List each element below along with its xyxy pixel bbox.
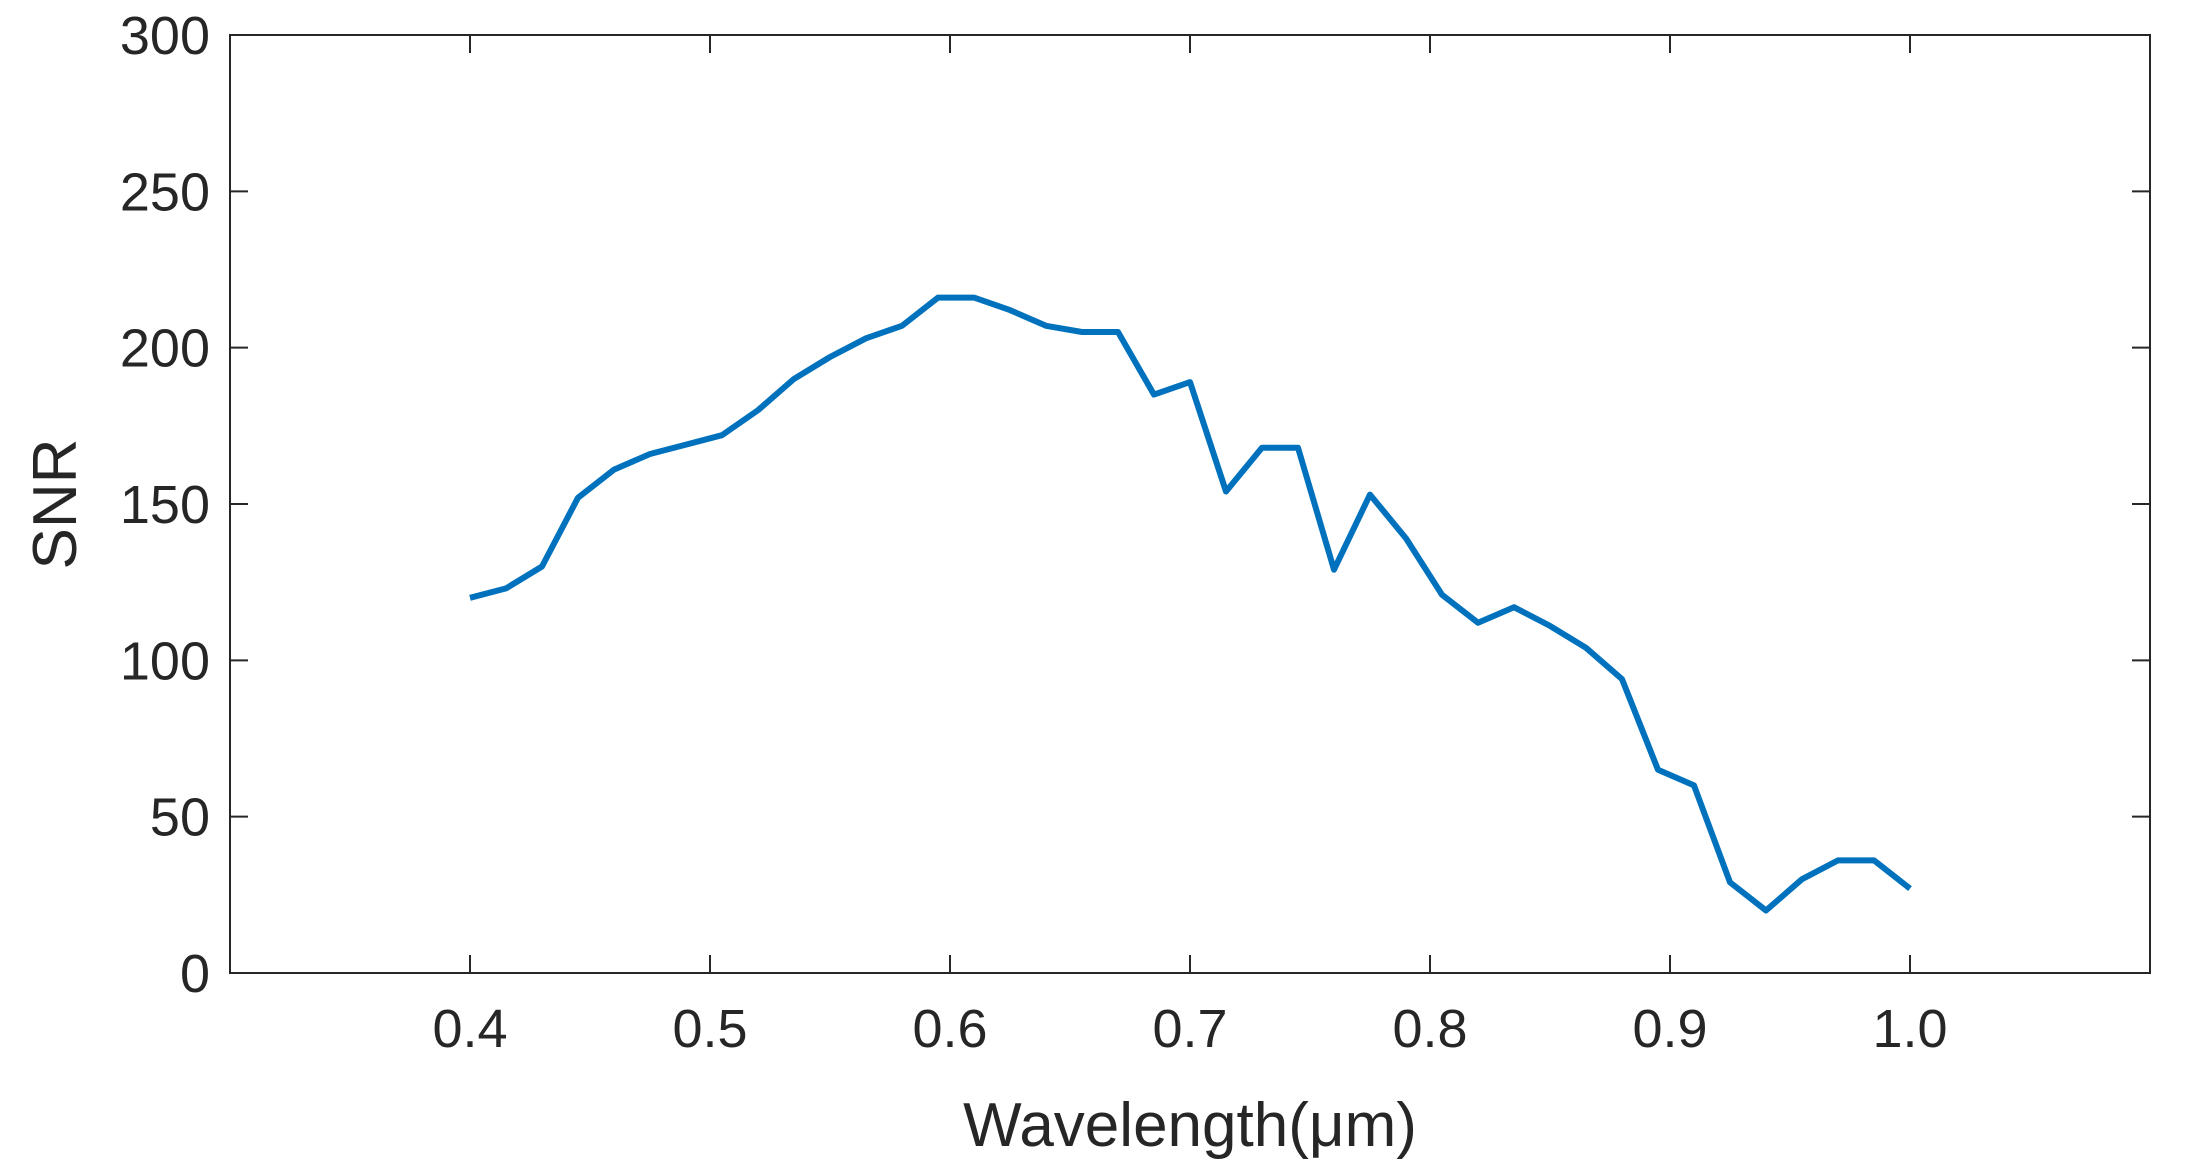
y-tick-label: 200 [120, 319, 210, 379]
y-tick-label: 0 [180, 944, 210, 1004]
y-tick-label: 300 [120, 6, 210, 66]
x-tick-label: 0.6 [912, 999, 987, 1059]
x-tick-label: 1.0 [1872, 999, 1947, 1059]
y-tick-label: 250 [120, 162, 210, 222]
series-group [469, 294, 1912, 914]
x-tick-label: 0.4 [432, 999, 507, 1059]
y-tick-label: 100 [120, 631, 210, 691]
plot-area-frame [229, 34, 2151, 974]
y-axis-ticks: 0 50 100 150 200 250 300 [120, 6, 2150, 1004]
x-tick-label: 0.8 [1392, 999, 1467, 1059]
y-tick-label: 50 [150, 788, 210, 848]
x-axis-ticks: 0.4 0.5 0.6 0.7 0.8 0.9 1.0 [432, 35, 1948, 1059]
series-line [469, 294, 1912, 914]
y-axis-label: SNR [21, 439, 90, 570]
x-tick-label: 0.5 [672, 999, 747, 1059]
x-tick-label: 0.9 [1632, 999, 1707, 1059]
x-axis-label: Wavelength(μm) [963, 1091, 1417, 1160]
y-tick-label: 150 [120, 475, 210, 535]
x-tick-label: 0.7 [1152, 999, 1227, 1059]
